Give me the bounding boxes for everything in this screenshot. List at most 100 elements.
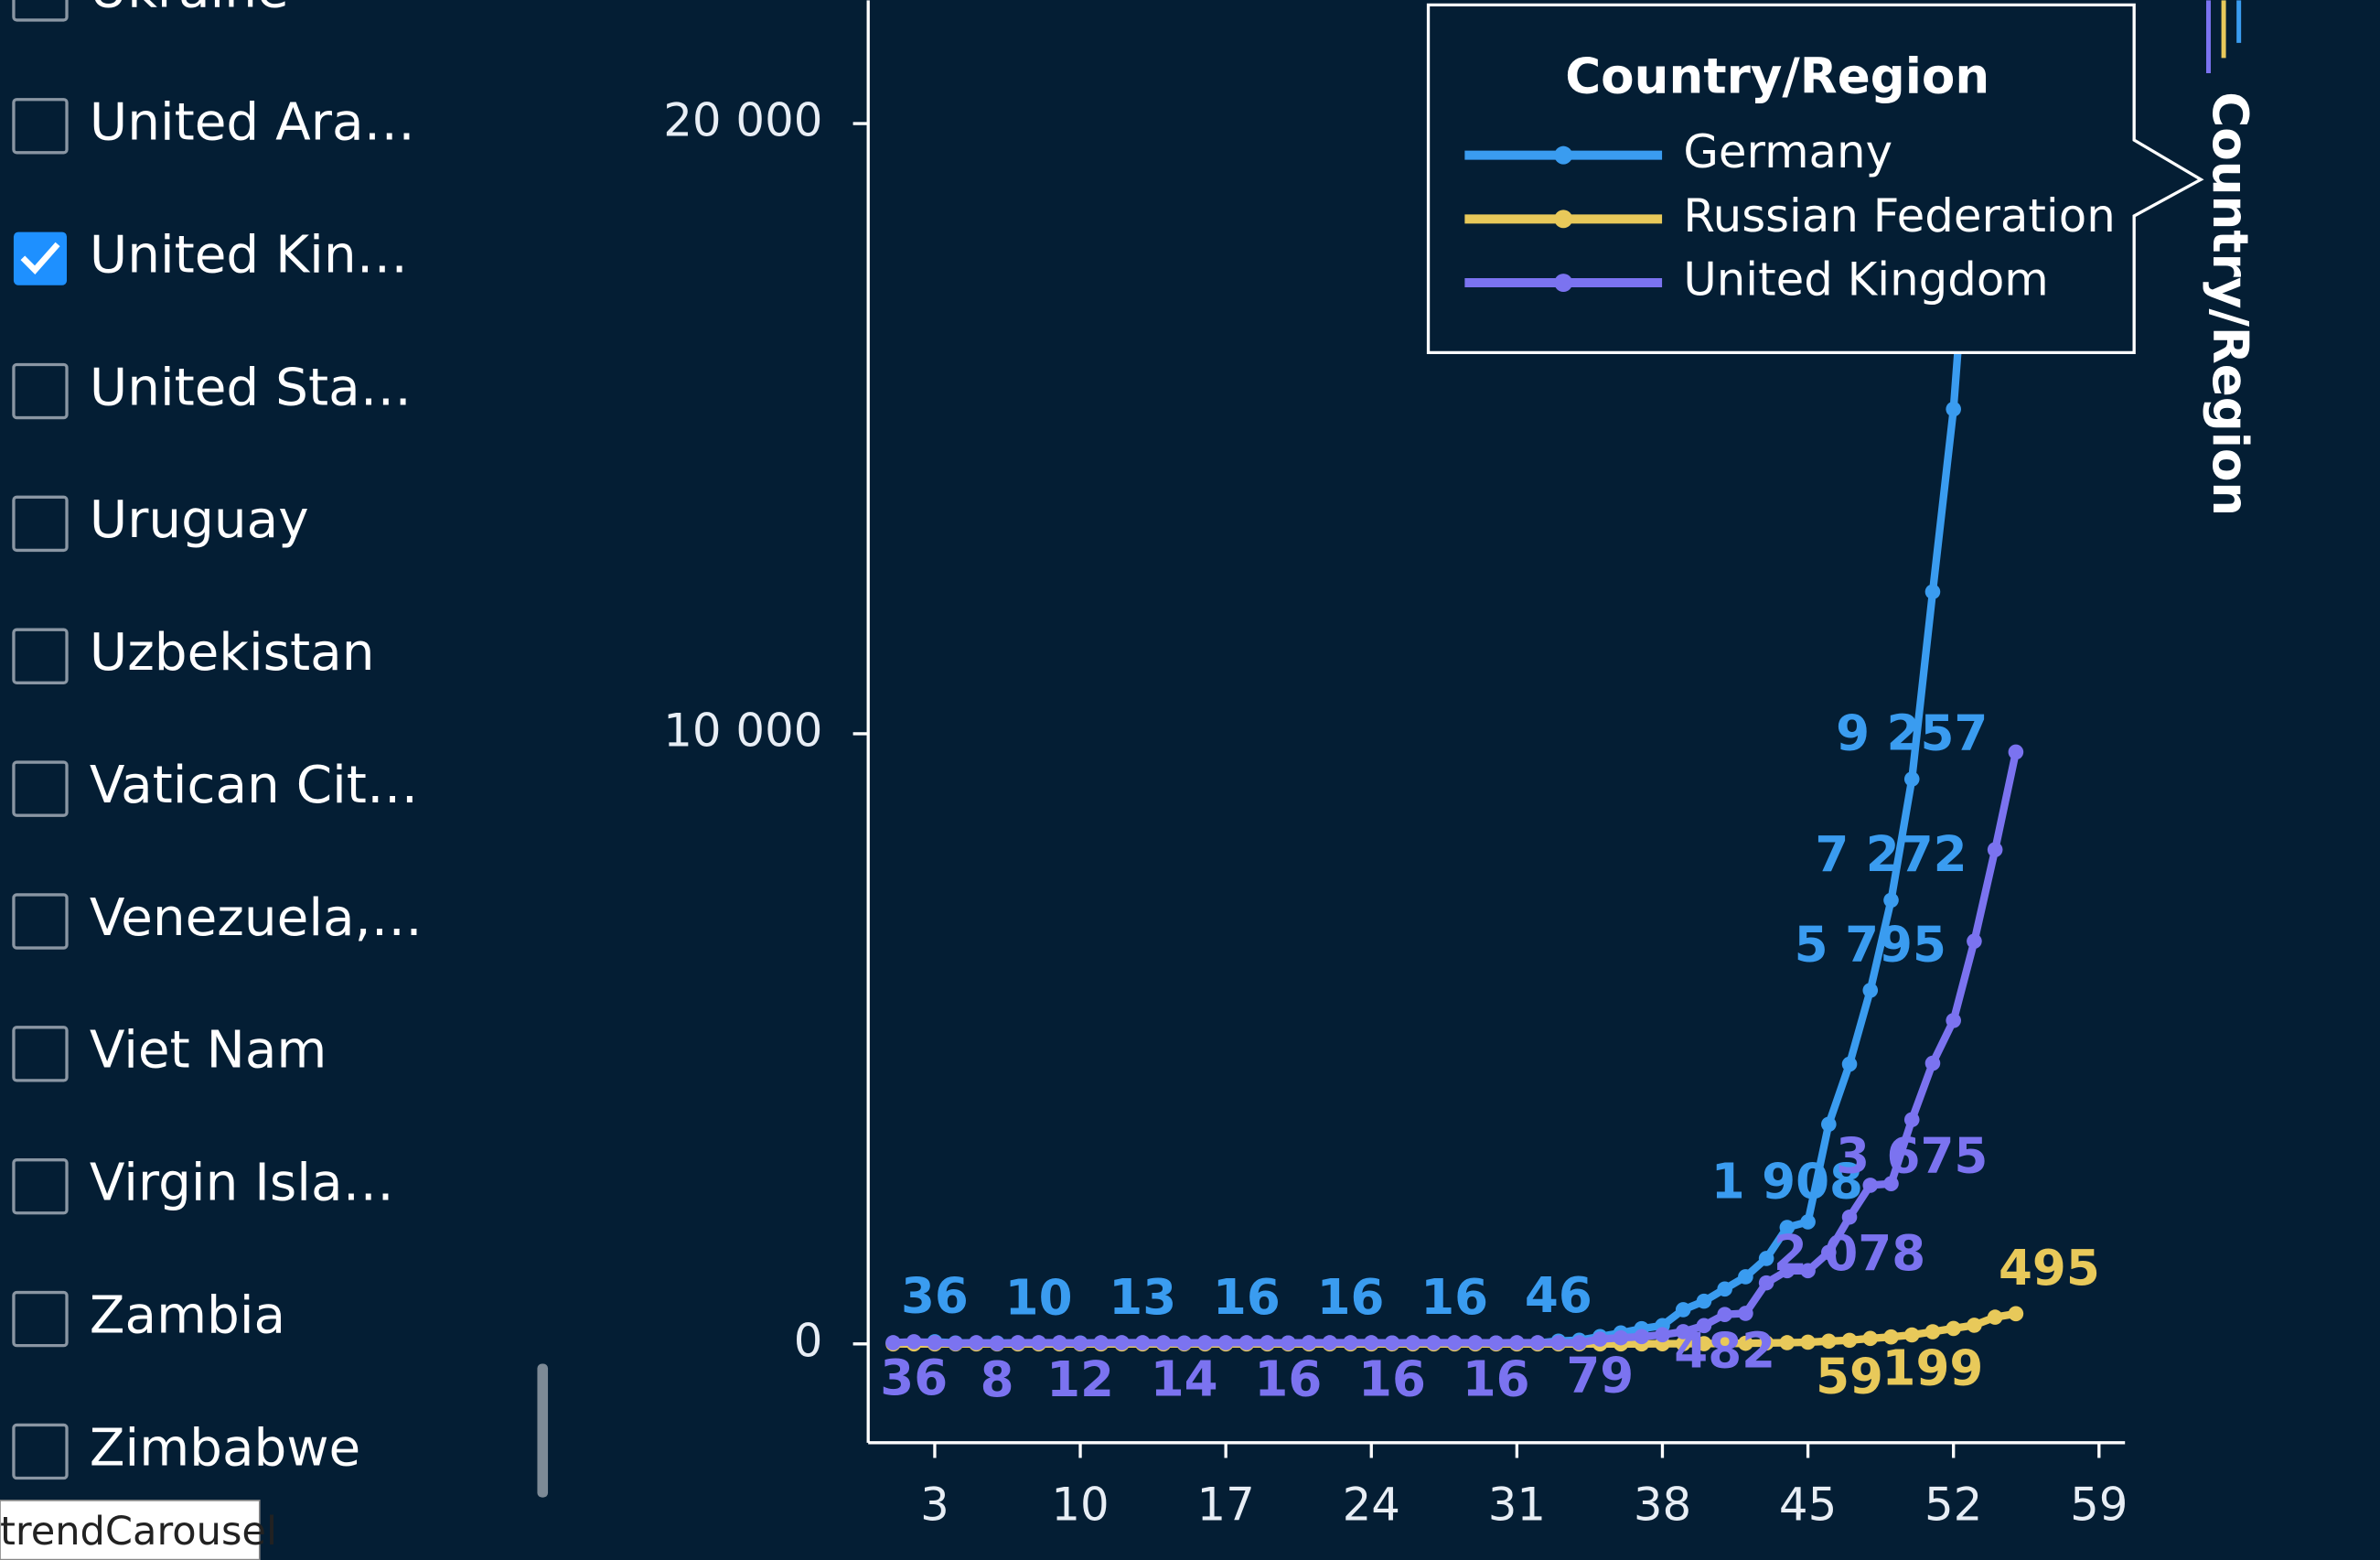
list-item[interactable]: Uruguay (12, 490, 309, 553)
checkbox[interactable] (12, 893, 69, 950)
point (1675, 1302, 1691, 1318)
value-label: 36 (901, 1268, 969, 1325)
point (948, 1335, 963, 1351)
list-item[interactable]: Ukraine (12, 0, 289, 22)
sidebar: Ukraine United Ara… United Kin… United Sta…… (12, 0, 423, 1480)
x-tick-label: 38 (1634, 1479, 1691, 1532)
list-item[interactable]: United Kin… (13, 225, 408, 285)
list-item[interactable]: Vatican Cit… (12, 756, 418, 817)
scrollbar[interactable] (537, 1363, 549, 1498)
point (1281, 1335, 1296, 1351)
value-label: 13 (1109, 1269, 1176, 1326)
point (1031, 1335, 1046, 1350)
value-label: 5 795 (1795, 917, 1946, 974)
point (1343, 1335, 1358, 1350)
value-label: 7 272 (1815, 826, 1967, 883)
checkbox[interactable] (13, 231, 68, 285)
point (2008, 1306, 2024, 1322)
point (1903, 1327, 1920, 1343)
point (1488, 1335, 1504, 1351)
checkbox[interactable] (12, 0, 69, 22)
point (1322, 1335, 1338, 1350)
value-label: 482 (1674, 1322, 1775, 1379)
point (1114, 1335, 1130, 1350)
point (1696, 1293, 1712, 1309)
point (989, 1335, 1005, 1351)
point (1675, 1324, 1691, 1339)
checkbox[interactable] (12, 1158, 69, 1215)
item-label: United Kin… (90, 225, 408, 285)
checkbox[interactable] (12, 628, 69, 684)
point (1883, 1329, 1899, 1345)
point (1821, 1333, 1837, 1350)
point (1841, 1056, 1858, 1072)
x-tick-label: 17 (1196, 1479, 1254, 1532)
point (1072, 1335, 1088, 1351)
point (1509, 1335, 1525, 1350)
item-label: Ukraine (90, 0, 289, 20)
list-item[interactable]: Zambia (12, 1286, 285, 1348)
y-tick-label: 10 000 (663, 704, 822, 757)
item-label: Virgin Isla… (90, 1154, 394, 1213)
point (1924, 1055, 1941, 1071)
list-item[interactable]: United Sta… (12, 358, 412, 420)
item-label: Venezuela,… (90, 888, 423, 948)
x-tick-label: 52 (1924, 1479, 1982, 1532)
point (1738, 1306, 1753, 1321)
item-label: Zambia (90, 1286, 285, 1345)
list-item[interactable]: Viet Nam (12, 1021, 327, 1082)
x-tick-label: 45 (1779, 1479, 1837, 1532)
list-item[interactable]: United Ara… (12, 93, 415, 155)
item-label: United Sta… (90, 358, 412, 417)
list-item[interactable]: Uzbekistan (12, 623, 375, 684)
point (1405, 1335, 1421, 1350)
point (1758, 1251, 1774, 1266)
point (1717, 1307, 1732, 1322)
checkbox[interactable] (12, 1290, 69, 1348)
point (1717, 1281, 1732, 1297)
point (1758, 1335, 1774, 1351)
value-label: 2 078 (1774, 1225, 1925, 1282)
point (1758, 1275, 1774, 1291)
point (1134, 1335, 1151, 1350)
point (906, 1334, 922, 1350)
point (1883, 892, 1899, 909)
list-item[interactable]: Venezuela,… (12, 888, 423, 950)
list-item[interactable]: Virgin Isla… (12, 1154, 394, 1215)
point (1987, 842, 2003, 857)
point (1301, 1335, 1317, 1350)
point (1821, 1116, 1837, 1133)
y-tick-label: 20 000 (663, 94, 822, 147)
point (1924, 584, 1941, 600)
x-tick-label: 10 (1051, 1479, 1109, 1532)
checkbox[interactable] (12, 495, 69, 553)
point (1592, 1331, 1608, 1347)
point (1946, 401, 1961, 417)
list-item[interactable]: Zimbabwe (12, 1418, 360, 1480)
value-label: 199 (1882, 1339, 1984, 1396)
checkbox[interactable] (12, 362, 69, 420)
point (1675, 1336, 1691, 1351)
point (1800, 1214, 1816, 1230)
legend-marker (1554, 210, 1573, 229)
point (1738, 1335, 1753, 1351)
point (1176, 1335, 1192, 1351)
point (1946, 1320, 1961, 1337)
checkbox[interactable] (12, 98, 69, 155)
point (1446, 1335, 1463, 1350)
legend-box (1426, 3, 2204, 355)
checkbox[interactable] (12, 760, 69, 817)
legend-title: Country/Region (1565, 48, 1989, 104)
point (1260, 1335, 1275, 1350)
checkbox[interactable] (12, 1423, 69, 1480)
point (1883, 1176, 1899, 1191)
point (1924, 1324, 1941, 1339)
checkbox[interactable] (12, 1026, 69, 1082)
item-label: Zimbabwe (90, 1418, 360, 1478)
plot: 0 10 000 20 000 3 10 17 24 31 38 45 52 59 36 10 13 16 16… (663, 0, 2128, 1532)
point (1093, 1335, 1110, 1350)
point (1779, 1335, 1796, 1350)
tooltip: trendCarousel (0, 1500, 277, 1560)
